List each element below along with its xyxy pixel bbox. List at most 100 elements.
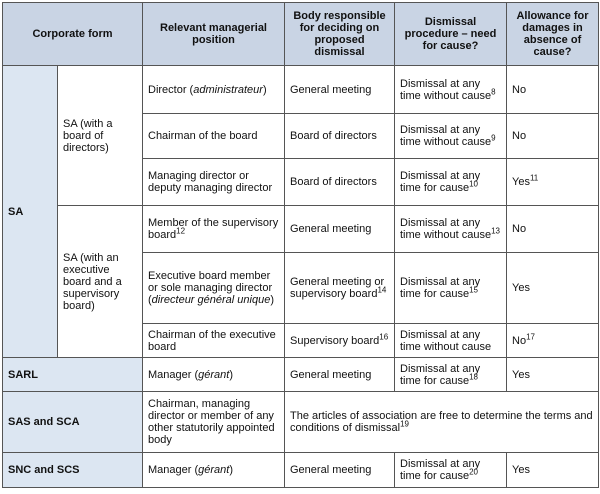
table-cell: SNC and SCS <box>2 452 143 488</box>
cell-text: Yes <box>512 282 530 294</box>
cell-text: ) <box>262 83 267 96</box>
footnote-ref: 8 <box>491 86 496 96</box>
table-cell: Yes <box>506 252 599 324</box>
table-cell: Board of directors <box>284 158 395 206</box>
cell-text: Chairman of the board <box>148 130 258 142</box>
cell-text: Board of directors <box>290 130 377 142</box>
cell-italic: gérant <box>198 368 230 381</box>
footnote-ref: 12 <box>176 226 186 236</box>
cell-text: General meeting <box>290 368 372 381</box>
cell-text: SAS and SCA <box>8 416 80 428</box>
table-cell: Board of directors <box>284 113 395 159</box>
cell-text: Yes <box>512 176 530 188</box>
cell-text: Managing director or deputy managing dir… <box>148 170 273 194</box>
cell-text: Supervisory board <box>290 334 380 347</box>
cell-text: Director ( <box>148 83 194 96</box>
cell-text: Manager ( <box>148 464 199 476</box>
cell-text: Chairman, managing director or member of… <box>148 398 275 446</box>
footnote-ref: 15 <box>469 285 478 295</box>
cell-text: No <box>512 130 527 142</box>
header-cell: Body responsible for deciding on propose… <box>284 2 395 66</box>
footnote-ref: 9 <box>491 133 496 143</box>
table-cell: SA (with an executive board and a superv… <box>57 205 143 358</box>
table-cell: Chairman, managing director or member of… <box>142 391 285 453</box>
cell-italic: administrateur <box>193 83 263 96</box>
cell-text: Dismissal at any time for cause <box>400 458 481 482</box>
table-row: SA SA (with a board of directors) Director… <box>2 65 599 358</box>
cell-text: SA <box>8 205 24 218</box>
table-cell: SARL <box>2 357 143 392</box>
table-cell: The articles of association are free to … <box>284 391 599 453</box>
table-cell: Dismissal at any time without cause <box>394 323 507 358</box>
table-cell: General meeting or supervisory board14 <box>284 252 395 324</box>
table-cell: SA (with a board of directors) <box>57 65 143 206</box>
header-row: Corporate form Relevant managerial positi… <box>2 2 599 66</box>
table-cell: Dismissal at any time without cause9 <box>394 113 507 159</box>
table-row: Chairman of the board Board of directors D… <box>3 113 599 159</box>
cell-text: Dismissal at any time without cause <box>400 77 492 102</box>
header-cell: Allowance for damages in absence of caus… <box>506 2 599 66</box>
cell-text: Board of directors <box>290 176 377 188</box>
footnote-ref: 14 <box>377 285 387 295</box>
table-cell: Yes <box>506 357 599 392</box>
cell-text: SA (with an executive board and a superv… <box>63 251 122 312</box>
cell-text: Dismissal at any time for cause <box>400 170 481 194</box>
table-cell: Dismissal at any time without cause8 <box>394 65 507 114</box>
table-cell: Managing director or deputy managing dir… <box>142 158 285 206</box>
footnote-ref: 20 <box>469 467 478 477</box>
cell-text: Yes <box>512 464 530 476</box>
table-cell: Executive board member or sole managing … <box>142 252 285 324</box>
footnote-ref: 18 <box>469 371 478 381</box>
cell-italic: directeur général unique <box>151 294 271 306</box>
table-row: SA (with an executive board and a superv… <box>3 205 599 358</box>
cell-text: Manager ( <box>148 368 199 381</box>
cell-text: Executive board member or sole managing … <box>148 270 273 306</box>
table-row: SAS and SCA Chairman, managing director o… <box>2 391 599 453</box>
cell-text: General meeting <box>290 83 372 96</box>
table-cell: General meeting <box>284 357 395 392</box>
table-cell: General meeting <box>284 452 395 488</box>
footnote-ref: 10 <box>469 179 478 189</box>
cell-text: Member of the supervisory board <box>148 217 279 241</box>
cell-text: Dismissal at any time for cause <box>400 276 481 300</box>
table-cell: Yes11 <box>506 158 599 206</box>
table-cell: Manager (gérant) <box>142 357 285 392</box>
footnote-ref: 16 <box>379 331 389 341</box>
cell-text: Dismissal at any time without cause <box>400 217 492 241</box>
table-row: Managing director or deputy managing dir… <box>3 158 599 206</box>
cell-text: SA (with a board of directors) <box>63 117 113 154</box>
cell-text: General meeting <box>290 223 372 235</box>
table-cell: Dismissal at any time without cause13 <box>394 205 507 253</box>
header-cell: Corporate form <box>2 2 143 66</box>
table-cell: Manager (gérant) <box>142 452 285 488</box>
table-cell: Dismissal at any time for cause10 <box>394 158 507 206</box>
table-cell: No <box>506 205 599 253</box>
footnote-ref: 13 <box>491 226 501 236</box>
cell-text: General meeting <box>290 464 372 476</box>
table-cell: No17 <box>506 323 599 358</box>
table-row: Executive board member or sole managing … <box>3 252 599 324</box>
cell-text: Yes <box>512 368 530 381</box>
header-cell: Relevant managerial position <box>142 2 285 66</box>
footnote-ref: 17 <box>526 331 535 341</box>
cell-text: Dismissal at any time for cause <box>400 362 481 387</box>
header-cell: Dismissal procedure – need for cause? <box>394 2 507 66</box>
table-cell: No <box>506 65 599 114</box>
table-cell: SA <box>2 65 58 358</box>
cell-text: ) <box>229 368 234 381</box>
table-cell: Dismissal at any time for cause20 <box>394 452 507 488</box>
table-cell: Dismissal at any time for cause18 <box>394 357 507 392</box>
table-cell: No <box>506 113 599 159</box>
footnote-ref: 11 <box>529 173 539 183</box>
cell-text: No <box>512 223 527 235</box>
table-cell: Member of the supervisory board12 <box>142 205 285 253</box>
cell-text: Dismissal at any time without cause <box>400 124 492 148</box>
cell-text: Dismissal at any time without cause <box>400 328 492 353</box>
cell-text: The articles of association are free to … <box>290 410 593 434</box>
cell-text: ) <box>229 464 234 476</box>
table-row: SNC and SCS Manager (gérant) General meeti… <box>2 452 599 488</box>
table-row: Chairman of the executive board Superviso… <box>3 323 599 358</box>
table-cell: General meeting <box>284 65 395 114</box>
table-row: SARL Manager (gérant) General meeting Dismi… <box>2 357 599 392</box>
